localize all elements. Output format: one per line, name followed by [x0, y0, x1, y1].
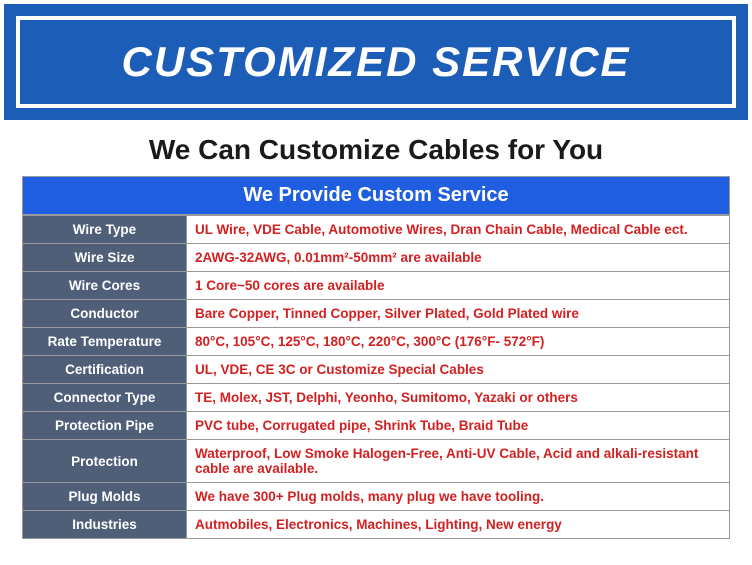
row-label: Wire Type — [23, 216, 187, 244]
row-label: Wire Cores — [23, 272, 187, 300]
row-value: UL, VDE, CE 3C or Customize Special Cabl… — [187, 356, 730, 384]
subtitle: We Can Customize Cables for You — [0, 134, 752, 166]
table-row: Wire Size2AWG-32AWG, 0.01mm²-50mm² are a… — [23, 244, 730, 272]
row-value: Bare Copper, Tinned Copper, Silver Plate… — [187, 300, 730, 328]
row-value: UL Wire, VDE Cable, Automotive Wires, Dr… — [187, 216, 730, 244]
row-label: Connector Type — [23, 384, 187, 412]
table-row: CertificationUL, VDE, CE 3C or Customize… — [23, 356, 730, 384]
row-value: PVC tube, Corrugated pipe, Shrink Tube, … — [187, 412, 730, 440]
table-row: ConductorBare Copper, Tinned Copper, Sil… — [23, 300, 730, 328]
row-label: Certification — [23, 356, 187, 384]
row-label: Plug Molds — [23, 483, 187, 511]
row-label: Wire Size — [23, 244, 187, 272]
banner-title: CUSTOMIZED SERVICE — [30, 38, 722, 86]
table-row: Protection PipePVC tube, Corrugated pipe… — [23, 412, 730, 440]
table-row: Wire TypeUL Wire, VDE Cable, Automotive … — [23, 216, 730, 244]
row-label: Industries — [23, 511, 187, 539]
table-row: Rate Temperature80°C, 105°C, 125°C, 180°… — [23, 328, 730, 356]
row-value: Autmobiles, Electronics, Machines, Light… — [187, 511, 730, 539]
row-value: We have 300+ Plug molds, many plug we ha… — [187, 483, 730, 511]
row-value: 80°C, 105°C, 125°C, 180°C, 220°C, 300°C … — [187, 328, 730, 356]
table-row: ProtectionWaterproof, Low Smoke Halogen-… — [23, 440, 730, 483]
row-label: Protection Pipe — [23, 412, 187, 440]
row-value: Waterproof, Low Smoke Halogen-Free, Anti… — [187, 440, 730, 483]
table-header: We Provide Custom Service — [22, 176, 730, 215]
table-row: Wire Cores1 Core~50 cores are available — [23, 272, 730, 300]
banner: CUSTOMIZED SERVICE — [4, 4, 748, 120]
row-label: Protection — [23, 440, 187, 483]
spec-table: Wire TypeUL Wire, VDE Cable, Automotive … — [22, 215, 730, 539]
table-row: Plug MoldsWe have 300+ Plug molds, many … — [23, 483, 730, 511]
row-value: 2AWG-32AWG, 0.01mm²-50mm² are available — [187, 244, 730, 272]
row-label: Rate Temperature — [23, 328, 187, 356]
table-container: We Provide Custom Service Wire TypeUL Wi… — [22, 176, 730, 539]
row-label: Conductor — [23, 300, 187, 328]
table-row: IndustriesAutmobiles, Electronics, Machi… — [23, 511, 730, 539]
row-value: 1 Core~50 cores are available — [187, 272, 730, 300]
table-row: Connector TypeTE, Molex, JST, Delphi, Ye… — [23, 384, 730, 412]
row-value: TE, Molex, JST, Delphi, Yeonho, Sumitomo… — [187, 384, 730, 412]
banner-inner: CUSTOMIZED SERVICE — [16, 16, 736, 108]
